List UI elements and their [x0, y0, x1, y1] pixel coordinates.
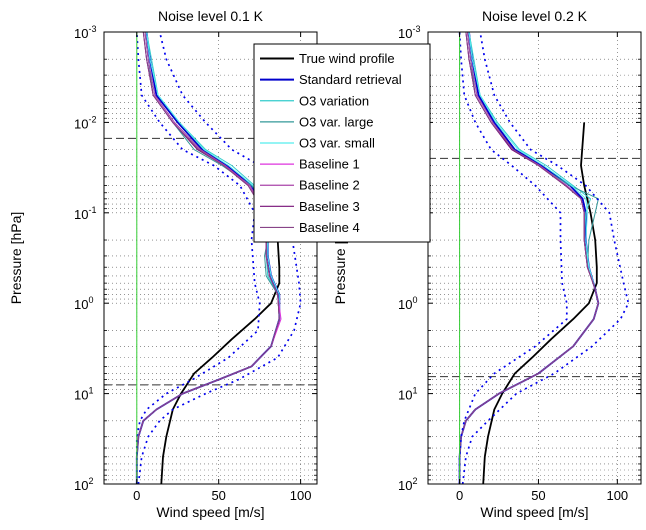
x-tick-label: 100: [290, 488, 312, 503]
x-tick-label: 0: [456, 488, 463, 503]
y-tick-label: 101: [398, 386, 417, 403]
legend-entry: O3 var. large: [299, 114, 373, 129]
y-tick-label: 10-1: [74, 205, 96, 222]
left-x-axis-label: Wind speed [m/s]: [156, 504, 264, 520]
y-tick-label: 100: [74, 295, 93, 312]
legend-box: [253, 43, 431, 243]
legend-entry: Baseline 4: [299, 220, 360, 235]
y-tick-label: 100: [398, 295, 417, 312]
y-tick-label: 10-2: [74, 114, 96, 131]
left-chart-title: Noise level 0.1 K: [158, 8, 264, 24]
y-tick-label: 101: [74, 386, 93, 403]
right-series: [458, 31, 630, 485]
legend: True wind profile Standard retrieval O3 va…: [253, 43, 431, 243]
left-series: [135, 31, 302, 485]
y-tick-label: 10-3: [74, 24, 96, 41]
left-panel: 0 50 100 10-3 10-2 10-1 100 101 102 Noise level …: [8, 8, 318, 520]
legend-entry: O3 var. small: [299, 136, 375, 151]
y-tick-label: 10-3: [398, 24, 420, 41]
series-line-baseline-4: [136, 31, 280, 484]
series-line-error-bound: [458, 31, 568, 484]
left-ticks: 0 50 100 10-3 10-2 10-1 100 101 102: [74, 24, 317, 503]
x-tick-label: 50: [211, 488, 225, 503]
y-tick-label: 102: [74, 476, 93, 493]
right-chart-title: Noise level 0.2 K: [482, 8, 588, 24]
right-x-axis-label: Wind speed [m/s]: [480, 504, 588, 520]
x-tick-label: 0: [133, 488, 140, 503]
left-axes-frame: [103, 31, 318, 485]
y-tick-label: 102: [398, 476, 417, 493]
x-tick-label: 50: [531, 488, 545, 503]
legend-entry: Baseline 2: [299, 178, 360, 193]
series-line-error-bound: [461, 31, 630, 485]
series-line-baseline-4: [459, 31, 599, 484]
x-tick-label: 100: [606, 488, 628, 503]
legend-entry: Baseline 3: [299, 199, 360, 214]
right-axes-frame: [427, 31, 642, 485]
left-y-axis-label: Pressure [hPa]: [8, 212, 24, 305]
legend-entry: Standard retrieval: [299, 72, 402, 87]
legend-entry: O3 variation: [299, 93, 369, 108]
legend-entry: True wind profile: [299, 51, 395, 66]
legend-entry: Baseline 1: [299, 157, 360, 172]
